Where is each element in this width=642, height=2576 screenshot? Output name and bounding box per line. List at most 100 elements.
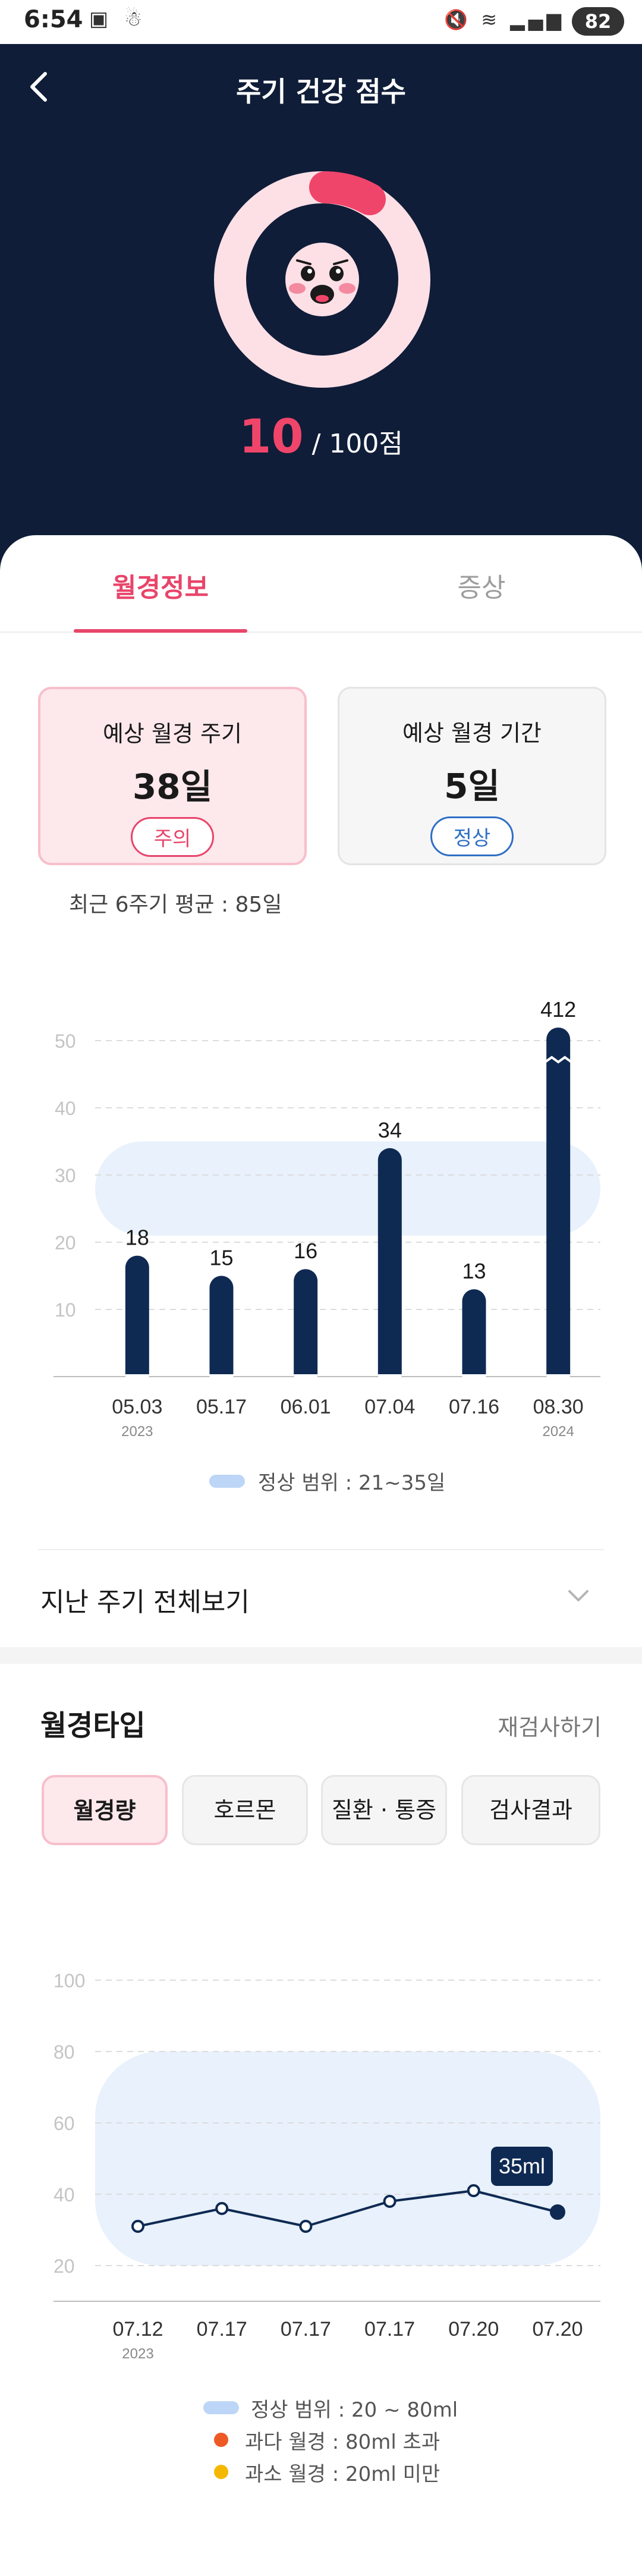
x-tick-label: 07.16 <box>449 1396 499 1418</box>
y-tick-label: 80 <box>54 2041 75 2063</box>
x-tick-label: 07.12 <box>112 2318 163 2341</box>
battery-icon: 82 <box>572 7 624 36</box>
range-legend-swatch <box>209 1474 245 1488</box>
back-button[interactable] <box>17 65 59 108</box>
cycle-card-title: 예상 월경 주기 <box>103 721 242 747</box>
x-year-label: 2023 <box>121 1424 153 1439</box>
bar-value-label: 34 <box>378 1118 402 1142</box>
data-point <box>550 2204 565 2220</box>
y-tick-label: 40 <box>54 2184 75 2206</box>
x-tick-label: 08.30 <box>533 1396 584 1418</box>
bar-value-label: 13 <box>462 1259 486 1283</box>
bar-base-mask <box>377 1374 402 1388</box>
tab-symptoms[interactable]: 증상 <box>457 573 506 603</box>
history-label: 지난 주기 전체보기 <box>40 1587 250 1617</box>
legend-over: 과다 월경 : 80ml 초과 <box>245 2430 440 2454</box>
bar <box>294 1269 318 1388</box>
cycle-legend-text: 정상 범위 : 21~35일 <box>258 1471 446 1495</box>
x-tick-label: 05.03 <box>112 1396 162 1418</box>
score-suffix: / 100점 <box>303 429 403 459</box>
axis-break-mark <box>544 1055 572 1064</box>
under-legend-dot <box>214 2465 228 2479</box>
y-tick-label: 20 <box>55 1232 76 1254</box>
average-text: 최근 6주기 평균 : 85일 <box>69 893 282 917</box>
over-legend-dot <box>214 2433 228 2447</box>
normal-range-band <box>95 1141 600 1236</box>
warning-badge: 주의 <box>130 817 215 857</box>
divider <box>38 1549 604 1550</box>
retest-link[interactable]: 재검사하기 <box>498 1714 602 1741</box>
legend-under: 과소 월경 : 20ml 미만 <box>245 2462 440 2486</box>
value-tooltip-label: 35ml <box>499 2154 545 2178</box>
data-point <box>467 2184 480 2197</box>
bar-base-mask <box>125 1374 149 1388</box>
period-card[interactable]: 예상 월경 기간 5일 정상 <box>338 687 606 865</box>
range-legend-swatch <box>203 2401 239 2414</box>
crying-face-icon <box>285 243 359 316</box>
score-ring <box>214 171 430 388</box>
amount-line-chart: 20 40 60 80 100 07.12 2023 07.17 07.17 07.17 07.20… <box>54 1970 600 2362</box>
cycle-card-value: 38일 <box>132 766 213 807</box>
chip-hormone[interactable]: 호르몬 <box>182 1775 308 1845</box>
score-ring-progress <box>309 171 386 215</box>
period-card-title: 예상 월경 기간 <box>402 720 542 746</box>
bar-value-label: 15 <box>209 1246 233 1270</box>
header: 6:54 ▣ ☃ 🔇 ≋ ▂▄▆ 82 주기 건강 점수 10 / 100점 <box>0 0 642 583</box>
series-line <box>137 2189 558 2228</box>
bar-base-mask <box>209 1374 234 1388</box>
bar <box>125 1255 149 1388</box>
value-tooltip <box>491 2147 553 2186</box>
amount-legend: 정상 범위 : 20 ~ 80ml 과다 월경 : 80ml 초과 과소 월경 … <box>203 2392 458 2488</box>
x-tick-label: 06.01 <box>281 1396 331 1418</box>
x-tick-label: 07.20 <box>448 2318 499 2341</box>
chip-disease[interactable]: 질환 · 통증 <box>321 1775 447 1845</box>
x-tick-label: 07.20 <box>532 2318 583 2341</box>
bar-value-label: 18 <box>125 1226 149 1250</box>
chip-results[interactable]: 검사결과 <box>461 1775 600 1845</box>
page-title: 주기 건강 점수 <box>236 76 406 108</box>
x-tick-label: 07.17 <box>197 2318 247 2341</box>
status-time: 6:54 <box>24 6 83 33</box>
bar <box>462 1289 486 1388</box>
data-point <box>299 2220 313 2233</box>
data-point <box>131 2220 144 2233</box>
bar <box>546 1028 571 1388</box>
bar-value-label: 412 <box>540 997 576 1022</box>
x-tick-label: 07.17 <box>364 2318 415 2341</box>
history-row[interactable]: 지난 주기 전체보기 <box>0 1564 642 1629</box>
section-gap <box>0 1647 642 1664</box>
period-card-value: 5일 <box>444 766 500 806</box>
y-tick-label: 10 <box>55 1299 76 1321</box>
legend-normal: 정상 범위 : 20 ~ 80ml <box>251 2398 458 2422</box>
y-tick-label: 60 <box>54 2113 75 2134</box>
y-tick-label: 20 <box>54 2255 75 2277</box>
score: 10 / 100점 <box>0 410 642 464</box>
bar <box>377 1148 402 1388</box>
x-year-label: 2024 <box>542 1424 574 1439</box>
cycle-card[interactable]: 예상 월경 주기 38일 주의 <box>38 687 307 865</box>
bar-base-mask <box>546 1374 571 1388</box>
bar-value-label: 16 <box>294 1239 317 1263</box>
x-year-label: 2023 <box>122 2346 153 2362</box>
tab-period-info[interactable]: 월경정보 <box>112 573 209 603</box>
notification-icons: ▣ ☃ <box>89 7 147 31</box>
x-tick-label: 05.17 <box>196 1396 247 1418</box>
x-tick-label: 07.04 <box>364 1396 415 1418</box>
type-section-title: 월경타입 <box>40 1709 146 1742</box>
cycle-legend: 정상 범위 : 21~35일 <box>209 1466 445 1496</box>
cycle-bar-chart: 10 20 30 40 50 18 05.03 2023 15 05.17 16 06.01 34 07.… <box>54 997 600 1439</box>
chip-amount[interactable]: 월경량 <box>42 1775 168 1845</box>
bar-base-mask <box>462 1374 486 1388</box>
score-value: 10 <box>239 410 304 464</box>
data-point <box>383 2195 396 2208</box>
y-tick-label: 30 <box>55 1165 76 1186</box>
status-bar: 6:54 ▣ ☃ 🔇 ≋ ▂▄▆ 82 <box>0 0 642 44</box>
back-arrow-icon <box>30 72 47 102</box>
y-tick-label: 100 <box>54 1970 85 1991</box>
data-point <box>215 2202 229 2215</box>
tab-underline <box>74 629 247 633</box>
normal-badge: 정상 <box>430 816 514 856</box>
x-tick-label: 07.17 <box>281 2318 331 2341</box>
y-tick-label: 40 <box>55 1098 76 1119</box>
chevron-down-icon <box>568 1590 588 1601</box>
